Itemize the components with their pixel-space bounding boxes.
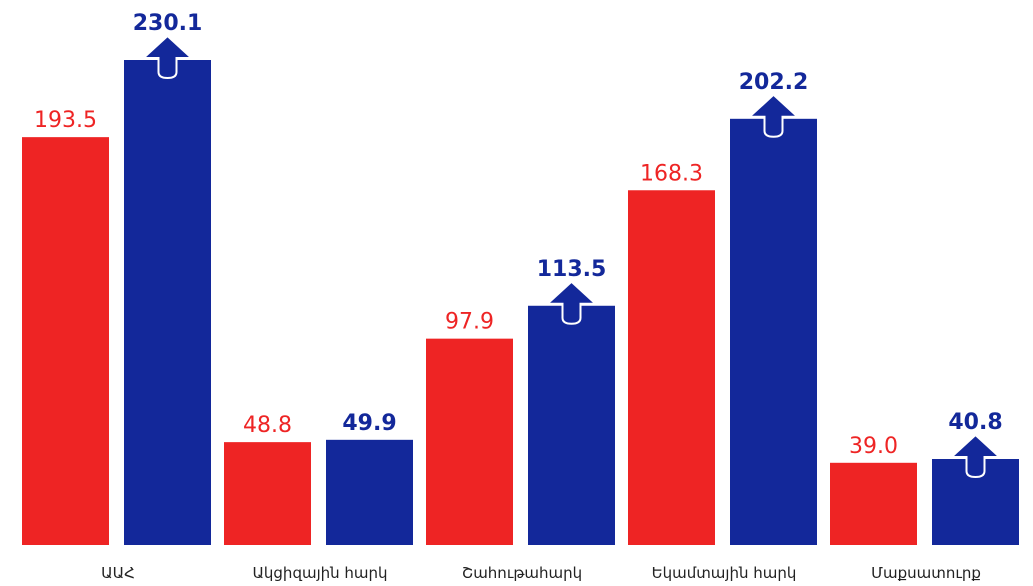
value-label: 202.2 [739,70,809,95]
value-label: 39.0 [849,434,898,459]
arrow [948,433,1003,479]
x-tick-label: Շահութահարկ [462,564,582,582]
value-label: 48.8 [243,413,292,438]
bar [124,60,211,545]
bar [830,462,917,545]
value-label: 168.3 [640,161,703,186]
bar [528,305,615,545]
value-label: 40.8 [948,410,1002,435]
x-tick-label: ԱԱՀ [101,564,135,582]
bar [326,439,413,545]
value-label: 49.9 [342,411,396,436]
arrow [746,93,801,138]
x-tick-label: Ակցիզային հարկ [252,564,387,582]
bar [426,338,513,545]
bar [730,118,817,545]
value-label: 97.9 [445,310,494,335]
bar [22,137,109,545]
x-tick-label: Եկամտային հարկ [652,564,797,582]
x-tick-label: Մաքսատուրք [871,564,981,582]
value-label: 230.1 [133,11,203,36]
bar [224,442,311,545]
value-label: 113.5 [537,257,607,282]
arrow [140,34,195,80]
value-label: 193.5 [34,108,97,133]
bar [628,190,715,546]
arrow [544,280,599,325]
